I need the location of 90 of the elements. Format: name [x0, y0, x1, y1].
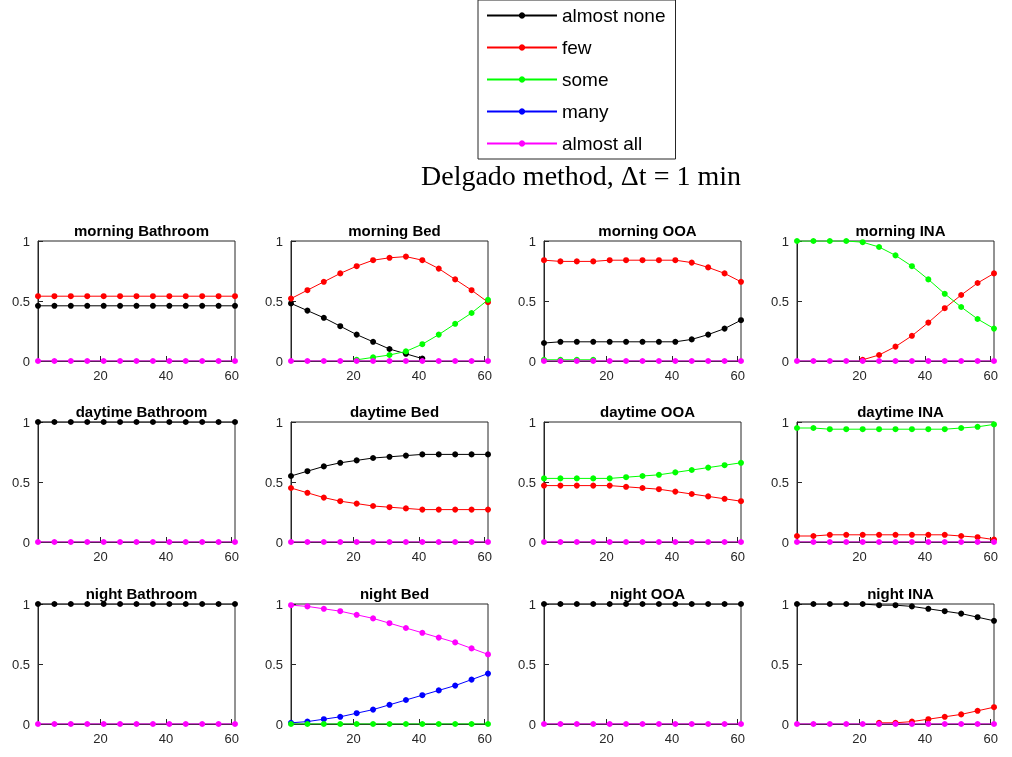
x-tick-label: 20 [346, 368, 361, 383]
x-tick-label: 40 [664, 549, 680, 564]
x-tick-label: 40 [664, 731, 680, 746]
x-tick-label: 40 [158, 368, 174, 383]
x-tick-label: 20 [93, 368, 108, 383]
y-tick-label: 0.5 [11, 474, 30, 490]
x-tick-label: 40 [917, 731, 933, 746]
y-tick-label: 1 [275, 233, 283, 249]
y-tick-label: 0.5 [770, 474, 789, 490]
y-tick-label: 1 [528, 596, 536, 612]
y-tick-label: 1 [22, 596, 30, 612]
x-tick-label: 40 [411, 368, 427, 383]
x-tick-label: 60 [730, 368, 745, 383]
x-tick-label: 40 [411, 731, 427, 746]
legend-label: many [562, 101, 609, 122]
y-tick-label: 0 [528, 534, 536, 550]
y-tick-label: 0.5 [770, 656, 789, 672]
x-tick-label: 60 [224, 549, 239, 564]
y-tick-label: 0.5 [264, 474, 283, 490]
y-tick-label: 1 [275, 414, 283, 430]
y-tick-label: 0.5 [517, 293, 536, 309]
y-tick-label: 0.5 [11, 656, 30, 672]
x-tick-label: 60 [224, 368, 239, 383]
y-tick-label: 0 [528, 353, 536, 369]
y-tick-label: 1 [781, 233, 789, 249]
y-tick-label: 0 [781, 534, 789, 550]
x-tick-label: 20 [346, 549, 361, 564]
x-tick-label: 40 [917, 549, 933, 564]
y-tick-label: 1 [275, 596, 283, 612]
y-tick-label: 0.5 [517, 474, 536, 490]
x-tick-label: 20 [346, 731, 361, 746]
x-tick-label: 20 [852, 549, 867, 564]
chart-title: daytime Bathroom [75, 403, 208, 420]
y-tick-label: 1 [781, 596, 789, 612]
x-tick-label: 60 [983, 549, 998, 564]
y-tick-label: 0.5 [264, 293, 283, 309]
y-tick-label: 0 [781, 716, 789, 732]
x-tick-label: 60 [224, 731, 239, 746]
y-tick-label: 1 [528, 233, 536, 249]
y-tick-label: 0.5 [770, 293, 789, 309]
y-tick-label: 0 [22, 353, 30, 369]
y-tick-label: 0.5 [517, 656, 536, 672]
x-tick-label: 40 [411, 549, 427, 564]
y-tick-label: 1 [781, 414, 789, 430]
text: Delgado method, Δt = 1 min [420, 160, 742, 192]
x-tick-label: 60 [477, 368, 492, 383]
legend-label: almost none [562, 5, 666, 26]
y-tick-label: 0 [275, 534, 283, 550]
chart-title: morning Bed [348, 222, 441, 239]
x-tick-label: 60 [477, 549, 492, 564]
y-tick-label: 1 [22, 414, 30, 430]
y-tick-label: 0 [528, 716, 536, 732]
chart-title: night INA [867, 585, 934, 602]
x-tick-label: 20 [852, 368, 867, 383]
x-tick-label: 40 [158, 731, 174, 746]
x-tick-label: 20 [93, 549, 108, 564]
x-tick-label: 60 [730, 731, 745, 746]
x-tick-label: 40 [917, 368, 933, 383]
x-tick-label: 60 [983, 731, 998, 746]
chart-title: morning INA [855, 222, 946, 239]
y-tick-label: 1 [22, 233, 30, 249]
x-tick-label: 20 [599, 549, 614, 564]
chart-title: night Bed [359, 585, 430, 602]
x-tick-label: 60 [983, 368, 998, 383]
chart-title: daytime Bed [349, 403, 440, 420]
y-tick-label: 0.5 [264, 656, 283, 672]
legend-label: almost all [562, 133, 643, 154]
chart-title: daytime OOA [599, 403, 696, 420]
chart-title: night Bathroom [85, 585, 198, 602]
x-tick-label: 60 [477, 731, 492, 746]
x-tick-label: 20 [599, 368, 614, 383]
legend-label: some [562, 69, 609, 90]
chart-title: morning Bathroom [74, 222, 209, 239]
chart-title: daytime INA [857, 403, 945, 420]
y-tick-label: 1 [528, 414, 536, 430]
x-tick-label: 60 [730, 549, 745, 564]
x-tick-label: 20 [852, 731, 867, 746]
y-tick-label: 0 [275, 716, 283, 732]
x-tick-label: 20 [93, 731, 108, 746]
x-tick-label: 20 [599, 731, 614, 746]
chart-title: night OOA [610, 585, 686, 602]
y-tick-label: 0 [22, 716, 30, 732]
y-tick-label: 0 [22, 534, 30, 550]
chart-title: morning OOA [598, 222, 697, 239]
y-tick-label: 0.5 [11, 293, 30, 309]
legend-label: few [562, 37, 592, 58]
x-tick-label: 40 [158, 549, 174, 564]
y-tick-label: 0 [781, 353, 789, 369]
y-tick-label: 0 [275, 353, 283, 369]
x-tick-label: 40 [664, 368, 680, 383]
